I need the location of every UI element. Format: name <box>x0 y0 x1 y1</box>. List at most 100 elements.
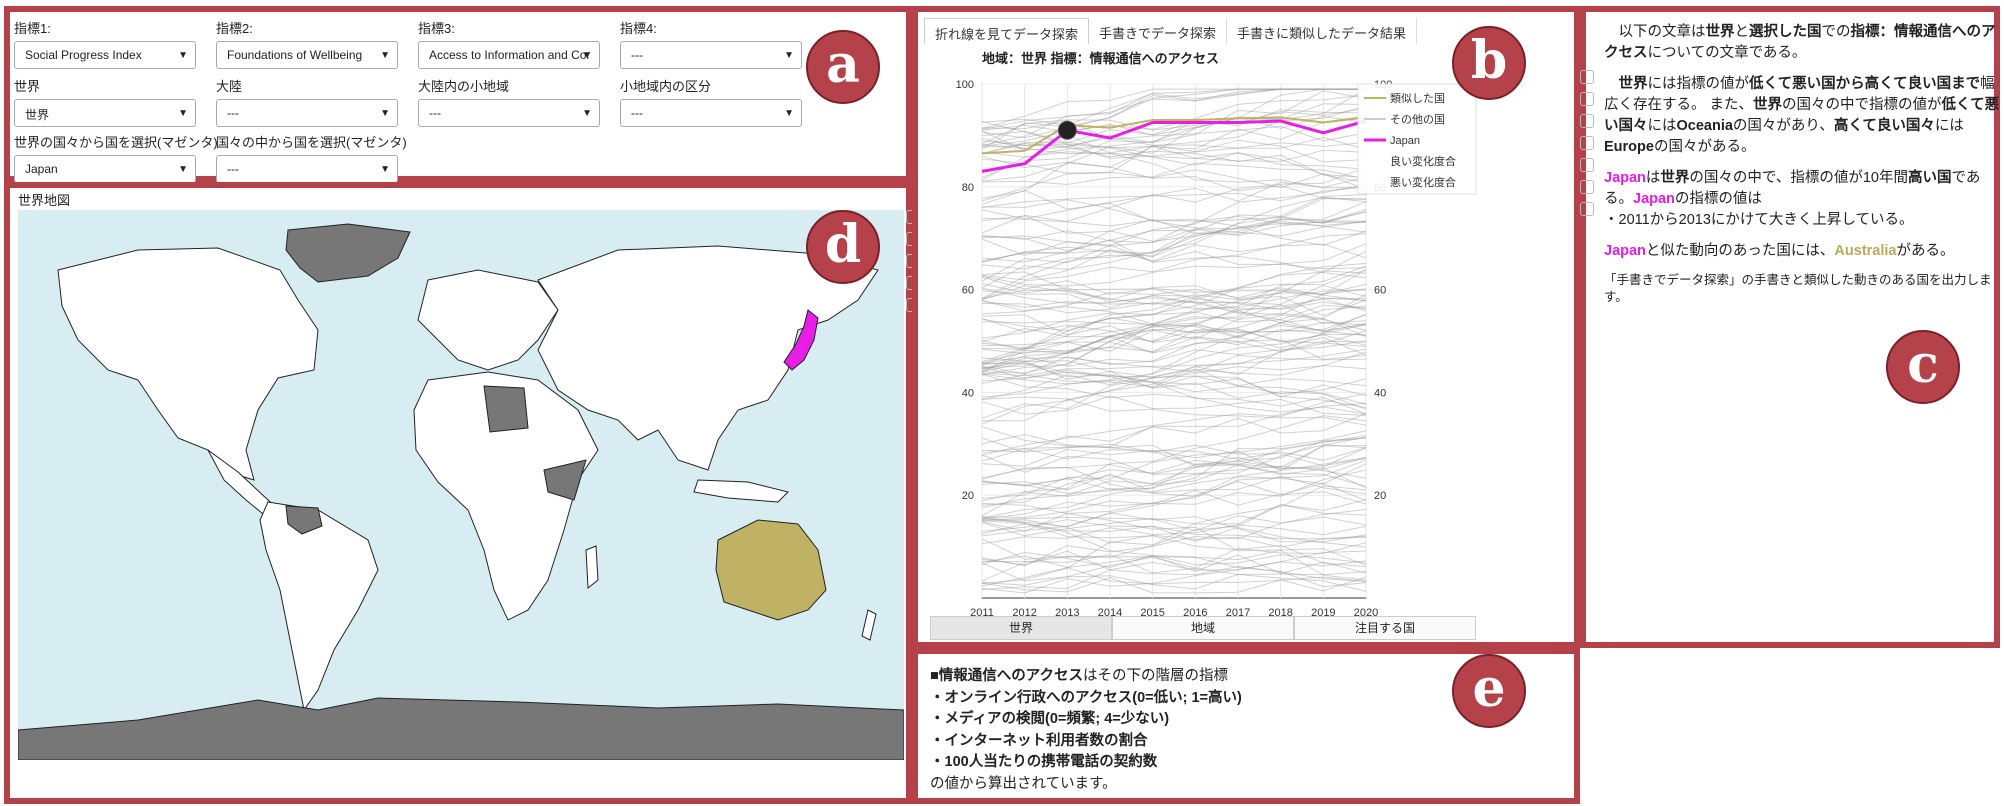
world-map[interactable] <box>18 210 904 760</box>
japan-line[interactable] <box>981 119 1367 173</box>
highlight-point[interactable] <box>1057 120 1077 140</box>
other-country-line[interactable] <box>981 208 1367 281</box>
world-select[interactable]: 世界 ▼ <box>14 99 196 127</box>
other-country-line[interactable] <box>981 287 1367 315</box>
other-country-line[interactable] <box>981 137 1367 162</box>
other-country-line[interactable] <box>981 88 1366 130</box>
other-country-line[interactable] <box>981 485 1367 584</box>
zoom-tool-icon[interactable] <box>1580 114 1594 128</box>
other-country-line[interactable] <box>981 289 1367 331</box>
other-country-line[interactable] <box>981 243 1367 287</box>
other-country-line[interactable] <box>981 538 1367 588</box>
other-country-line[interactable] <box>981 436 1367 537</box>
other-country-line[interactable] <box>981 459 1367 532</box>
legend-item[interactable]: 類似した国 <box>1390 92 1445 105</box>
south-america-landmass[interactable] <box>259 501 379 712</box>
color-tool-icon[interactable] <box>1580 70 1594 84</box>
other-country-line[interactable] <box>981 360 1367 398</box>
other-country-line[interactable] <box>981 504 1367 537</box>
other-country-line[interactable] <box>981 550 1367 582</box>
other-country-line[interactable] <box>981 283 1367 376</box>
other-country-line[interactable] <box>981 560 1367 590</box>
other-country-line[interactable] <box>981 197 1367 299</box>
indicator1-select[interactable]: Social Progress Index ▼ <box>14 41 196 69</box>
indicator4-select[interactable]: --- ▼ <box>620 41 802 69</box>
other-country-line[interactable] <box>981 415 1367 502</box>
libya-country[interactable] <box>483 385 529 433</box>
other-country-line[interactable] <box>981 285 1367 301</box>
other-country-line[interactable] <box>981 176 1367 220</box>
other-country-line[interactable] <box>981 115 1367 199</box>
other-country-line[interactable] <box>981 235 1367 279</box>
legend-item[interactable]: 悪い変化度合 <box>1390 175 1456 189</box>
other-country-line[interactable] <box>981 542 1367 586</box>
other-country-line[interactable] <box>981 184 1367 282</box>
other-country-line[interactable] <box>981 340 1367 367</box>
other-country-line[interactable] <box>981 297 1367 370</box>
other-country-line[interactable] <box>981 88 1366 146</box>
other-country-line[interactable] <box>981 482 1367 519</box>
other-country-line[interactable] <box>981 433 1367 487</box>
other-country-line[interactable] <box>981 576 1367 594</box>
other-country-line[interactable] <box>981 290 1367 312</box>
other-country-line[interactable] <box>981 395 1367 416</box>
other-country-line[interactable] <box>981 265 1367 369</box>
other-country-line[interactable] <box>981 103 1367 145</box>
similar-country-line[interactable] <box>981 116 1367 155</box>
other-country-line[interactable] <box>981 324 1367 353</box>
other-country-line[interactable] <box>981 457 1367 494</box>
somalia-country[interactable] <box>543 459 587 501</box>
reset-icon[interactable] <box>1580 158 1594 172</box>
other-country-line[interactable] <box>981 475 1367 495</box>
other-country-line[interactable] <box>981 269 1367 350</box>
subdivision-select[interactable]: --- ▼ <box>620 99 802 127</box>
other-country-line[interactable] <box>981 524 1367 545</box>
tab-handwrite-explore[interactable]: 手書きでデータ探索 <box>1089 18 1228 44</box>
other-country-line[interactable] <box>981 314 1367 361</box>
tab-similar-result[interactable]: 手書きに類似したデータ結果 <box>1227 18 1418 44</box>
other-country-line[interactable] <box>981 412 1367 453</box>
other-country-line[interactable] <box>981 134 1367 163</box>
greenland-country[interactable] <box>285 223 411 283</box>
other-country-line[interactable] <box>981 115 1367 136</box>
other-country-line[interactable] <box>981 396 1367 426</box>
hover-icon[interactable] <box>1580 202 1594 216</box>
save-icon[interactable] <box>1580 180 1594 194</box>
madagascar-country[interactable] <box>585 545 599 589</box>
pan-tool-icon[interactable] <box>1580 92 1594 106</box>
line-chart[interactable]: 2011 2012 2013 2014 2015 2016 2017 2018 2019 2020… <box>924 68 1574 628</box>
legend-item[interactable]: その他の国 <box>1390 113 1445 126</box>
other-country-line[interactable] <box>981 262 1367 351</box>
australia-country[interactable] <box>715 519 827 621</box>
other-country-line[interactable] <box>981 520 1367 581</box>
other-country-line[interactable] <box>981 448 1367 472</box>
other-country-line[interactable] <box>982 554 1367 576</box>
other-country-line[interactable] <box>981 289 1367 314</box>
other-country-line[interactable] <box>981 550 1367 594</box>
other-country-line[interactable] <box>981 348 1367 377</box>
other-country-line[interactable] <box>981 186 1367 208</box>
other-country-line[interactable] <box>981 196 1367 289</box>
other-country-line[interactable] <box>981 109 1367 154</box>
other-country-line[interactable] <box>981 373 1367 405</box>
other-country-line[interactable] <box>981 324 1367 401</box>
other-country-line[interactable] <box>981 517 1367 568</box>
europe-landmass[interactable] <box>417 269 559 371</box>
other-country-line[interactable] <box>981 318 1367 346</box>
indicator2-select[interactable]: Foundations of Wellbeing ▼ <box>216 41 398 69</box>
other-country-line[interactable] <box>981 444 1367 506</box>
other-country-line[interactable] <box>981 158 1367 190</box>
other-country-line[interactable] <box>981 369 1367 395</box>
other-country-line[interactable] <box>981 430 1367 499</box>
other-country-line[interactable] <box>981 454 1367 479</box>
other-country-line[interactable] <box>981 502 1367 566</box>
other-country-line[interactable] <box>981 220 1367 244</box>
other-country-line[interactable] <box>981 284 1367 366</box>
other-country-line[interactable] <box>981 321 1367 355</box>
other-country-line[interactable] <box>981 293 1367 373</box>
other-country-line[interactable] <box>981 217 1367 246</box>
other-country-line[interactable] <box>981 509 1367 567</box>
tab-world[interactable]: 世界 <box>930 616 1112 640</box>
other-country-line[interactable] <box>981 366 1367 387</box>
other-country-line[interactable] <box>981 300 1367 333</box>
